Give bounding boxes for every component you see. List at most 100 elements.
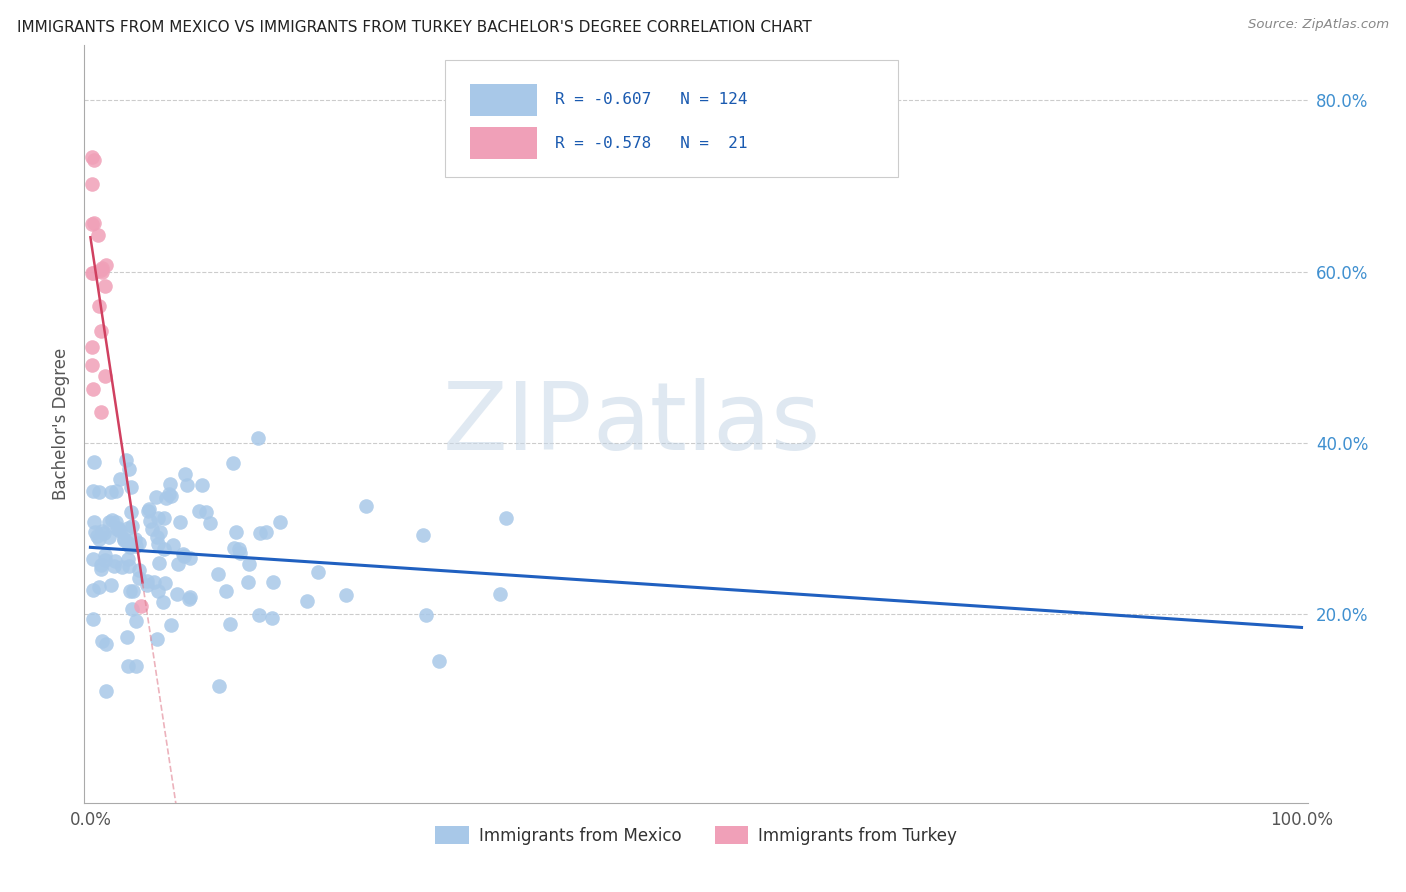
Point — [97, 531, 120, 545]
Point — [120, 480, 142, 494]
Point — [249, 525, 271, 540]
Point — [121, 602, 143, 616]
Point — [142, 575, 165, 590]
Point — [162, 538, 184, 552]
Point — [179, 550, 201, 565]
Point — [96, 258, 118, 272]
Point — [247, 607, 270, 622]
Point — [269, 515, 291, 529]
Point — [125, 540, 148, 554]
Point — [114, 453, 136, 467]
Point — [128, 563, 150, 577]
Point — [105, 483, 128, 498]
Point — [262, 574, 284, 589]
Point — [354, 499, 377, 513]
Point — [80, 178, 103, 192]
Point — [115, 534, 138, 549]
Point — [107, 521, 129, 535]
Point — [222, 541, 245, 555]
Point — [138, 502, 160, 516]
Point — [118, 541, 141, 555]
Point — [82, 383, 104, 397]
Point — [100, 578, 122, 592]
Point — [167, 557, 190, 571]
Point — [155, 491, 177, 505]
Point — [173, 549, 195, 564]
Point — [94, 684, 117, 698]
Point — [415, 608, 437, 623]
Point — [146, 537, 169, 551]
Point — [207, 566, 229, 581]
Point — [160, 617, 183, 632]
Point — [488, 587, 510, 601]
Point — [149, 525, 172, 540]
Point — [177, 591, 200, 606]
Point — [91, 261, 114, 276]
Point — [121, 518, 143, 533]
Point — [94, 368, 117, 383]
Point — [219, 617, 242, 632]
Point — [139, 514, 162, 528]
Text: Source: ZipAtlas.com: Source: ZipAtlas.com — [1249, 18, 1389, 31]
Point — [141, 522, 163, 536]
Point — [82, 583, 104, 598]
Point — [100, 484, 122, 499]
Point — [120, 583, 142, 598]
Point — [159, 477, 181, 491]
Point — [80, 340, 103, 354]
Point — [97, 515, 120, 529]
Text: ZIP: ZIP — [443, 377, 592, 470]
Point — [135, 578, 157, 592]
Point — [82, 483, 104, 498]
Point — [101, 513, 124, 527]
Point — [103, 558, 125, 573]
Point — [82, 266, 104, 280]
Point — [89, 533, 111, 547]
Point — [208, 679, 231, 693]
Point — [427, 654, 450, 668]
Point — [82, 552, 104, 566]
Point — [135, 574, 157, 588]
Point — [87, 299, 110, 313]
Point — [108, 471, 131, 485]
Point — [89, 485, 111, 500]
Point — [148, 556, 170, 570]
Point — [90, 263, 112, 277]
Point — [153, 511, 176, 525]
Point — [86, 529, 108, 543]
Point — [238, 558, 260, 572]
Point — [172, 547, 194, 561]
Text: R = -0.578   N =  21: R = -0.578 N = 21 — [555, 136, 748, 151]
Point — [166, 587, 188, 601]
Point — [80, 218, 103, 232]
Point — [117, 552, 139, 566]
Point — [90, 405, 112, 419]
Point — [146, 511, 169, 525]
Point — [90, 524, 112, 538]
Point — [225, 525, 247, 540]
Legend: Immigrants from Mexico, Immigrants from Turkey: Immigrants from Mexico, Immigrants from … — [429, 820, 963, 851]
Point — [84, 525, 107, 540]
Point — [83, 216, 105, 230]
Point — [160, 489, 183, 503]
Point — [153, 541, 176, 556]
Point — [145, 632, 167, 647]
Point — [91, 265, 114, 279]
Point — [90, 324, 112, 338]
Point — [112, 533, 135, 547]
Text: R = -0.607   N = 124: R = -0.607 N = 124 — [555, 93, 748, 107]
Point — [495, 511, 517, 525]
Point — [169, 516, 191, 530]
Point — [122, 583, 145, 598]
Point — [117, 658, 139, 673]
Point — [128, 536, 150, 550]
Point — [83, 455, 105, 469]
Point — [307, 565, 329, 579]
Point — [80, 266, 103, 280]
Point — [86, 228, 108, 243]
Point — [112, 533, 135, 548]
Point — [93, 525, 115, 540]
Point — [157, 487, 180, 501]
Point — [254, 524, 277, 539]
FancyBboxPatch shape — [446, 60, 898, 178]
